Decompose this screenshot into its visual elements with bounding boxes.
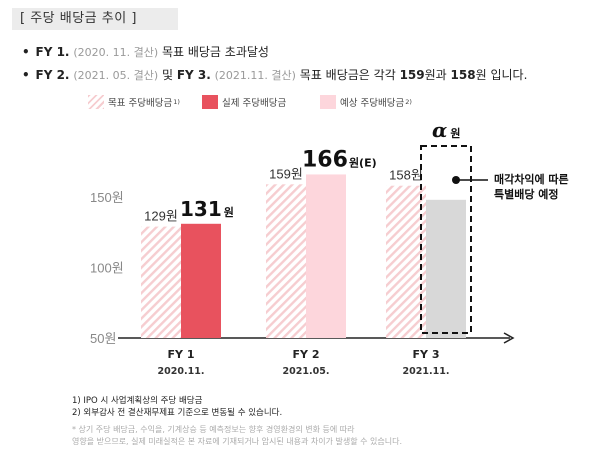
bullet-fy1: • FY 1. (2020. 11. 결산) 목표 배당금 초과달성 <box>22 45 269 59</box>
x-category-label: FY 2 <box>293 348 320 361</box>
annotation-text-line: 특별배당 예정 <box>494 187 559 201</box>
disclaimer-line-1: * 상기 주당 배당금, 수익을, 기계상승 등 예측정보는 향후 경영환경의 … <box>72 425 355 434</box>
bar-target-1 <box>141 226 181 338</box>
bar-actual-1 <box>181 223 221 338</box>
target-value-1: 159 <box>399 68 425 82</box>
footnote-2: 2) 외부감사 전 결산재무제표 기준으로 변동될 수 있습니다. <box>72 408 283 418</box>
special-dividend-dashed-box <box>420 145 472 334</box>
fy2-label: FY 2. <box>35 68 70 82</box>
section-title: [ 주당 배당금 추이 ] <box>12 8 178 30</box>
legend-item-target: 목표 주당배당금 1) <box>88 95 180 109</box>
target-value-2: 158 <box>450 68 476 82</box>
legend-swatch-target <box>88 95 104 109</box>
target-value-label: 158원 <box>389 168 423 183</box>
expected-value-label-fy2: 166원(E) <box>302 147 377 172</box>
fy1-label: FY 1. <box>35 45 70 59</box>
y-tick-label: 100원 <box>90 261 124 276</box>
x-category-label: FY 1 <box>168 348 195 361</box>
bar-actual-3 <box>426 199 466 338</box>
target-text: 목표 배당금은 각각 <box>299 68 396 82</box>
y-tick-label: 50원 <box>90 331 116 346</box>
x-category-label: FY 3 <box>413 348 440 361</box>
footnote-1: 1) IPO 시 사업계획상의 주당 배당금 <box>72 396 203 406</box>
x-axis-arrowhead <box>503 332 515 344</box>
x-date-label: 2021.11. <box>403 366 450 377</box>
target-value-label: 129원 <box>144 209 178 224</box>
legend-item-actual: 실제 주당배당금 <box>202 95 286 109</box>
joiner-text: 및 <box>161 68 173 82</box>
fy1-period: (2020. 11. 결산) <box>73 46 159 59</box>
fy3-period: (2021.11. 결산) <box>214 69 296 82</box>
bar-actual-2 <box>306 174 346 338</box>
fy3-label: FY 3. <box>176 68 211 82</box>
target-value-label: 159원 <box>269 166 303 181</box>
fy2-period: (2021. 05. 결산) <box>73 69 159 82</box>
x-date-label: 2021.05. <box>283 366 330 377</box>
legend-swatch-actual <box>202 95 218 109</box>
legend-swatch-expected <box>320 95 336 109</box>
x-date-label: 2020.11. <box>158 366 205 377</box>
bullet-fy2-fy3: • FY 2. (2021. 05. 결산) 및 FY 3. (2021.11.… <box>22 68 528 82</box>
legend-item-expected: 예상 주당배당금 2) <box>320 95 412 109</box>
fy1-text: 목표 배당금 초과달성 <box>161 45 269 59</box>
y-tick-label: 150원 <box>90 190 124 205</box>
annotation-text-line: 매각차익에 따른 <box>494 172 569 186</box>
disclaimer-line-2: 영향을 받으므로, 실제 미래실적은 본 자료에 기재되거나 암시된 내용과 차… <box>72 437 402 446</box>
bar-target-2 <box>266 184 306 338</box>
bar-target-3 <box>386 185 426 338</box>
actual-value-label-fy1: 131 원 <box>180 197 234 221</box>
